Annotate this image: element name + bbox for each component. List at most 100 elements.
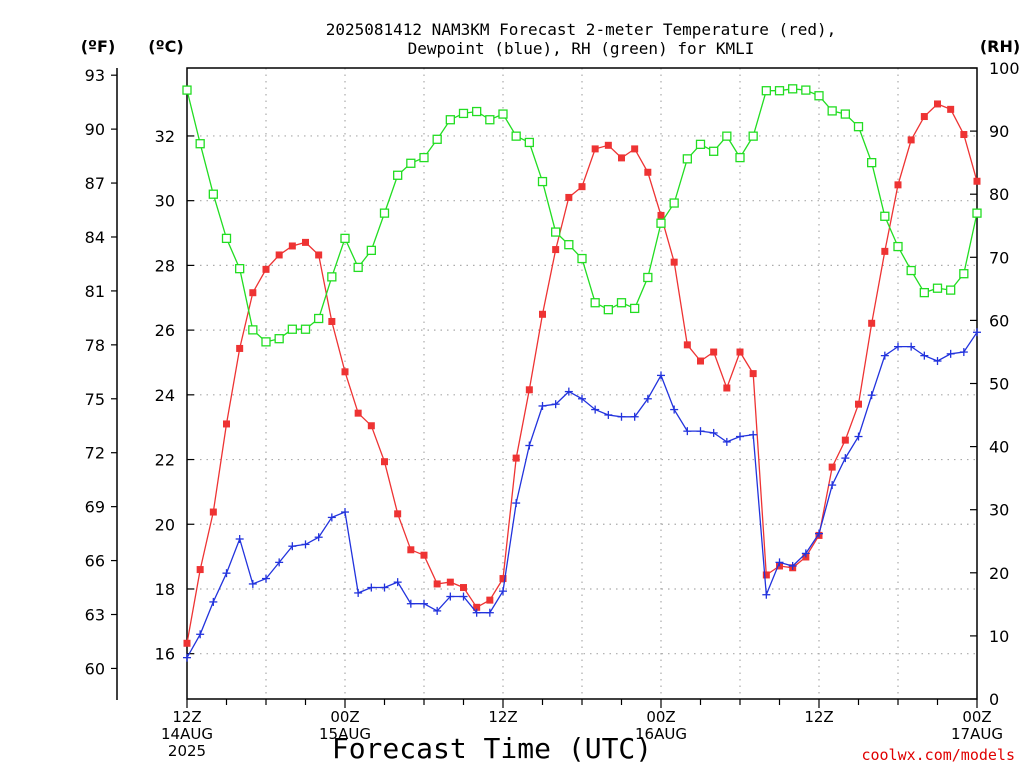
rh-point <box>840 109 850 119</box>
temperature-point <box>354 409 362 417</box>
rh-point <box>432 134 442 144</box>
dewpoint-point <box>801 549 810 558</box>
dewpoint-point <box>841 454 850 463</box>
credit-label: coolwx.com/models <box>861 746 1015 764</box>
rh-tick-label: 50 <box>989 375 1009 394</box>
dewpoint-point <box>183 653 191 662</box>
rh-tick-label: 90 <box>989 122 1009 141</box>
rh-point <box>774 86 785 96</box>
fahrenheit-tick-label: 66 <box>85 552 105 571</box>
dewpoint-point <box>736 432 744 441</box>
rh-point <box>287 324 297 334</box>
fahrenheit-tick-label: 60 <box>85 659 105 678</box>
rh-point <box>300 324 311 334</box>
dewpoint-point <box>262 574 270 583</box>
rh-point <box>261 337 271 347</box>
dewpoint-point <box>525 441 534 450</box>
temperature-point <box>183 639 191 647</box>
fahrenheit-tick-label: 90 <box>85 120 105 139</box>
dewpoint-point <box>867 391 876 400</box>
temperature-point <box>236 344 244 352</box>
rh-point <box>406 158 416 168</box>
time-tick-label: 14AUG <box>161 725 213 743</box>
dewpoint-point <box>433 606 442 615</box>
dewpoint-point <box>880 351 889 360</box>
fahrenheit-tick-label: 72 <box>85 444 105 463</box>
rh-tick-label: 70 <box>989 248 1009 267</box>
dewpoint-point <box>288 542 297 551</box>
dewpoint-point <box>933 357 942 366</box>
temperature-point <box>315 251 323 259</box>
rh-point <box>327 272 337 282</box>
temperature-point <box>947 105 955 113</box>
rh-point <box>761 86 771 96</box>
celsius-unit-label: (ºC) <box>148 37 183 56</box>
temperature-point <box>868 319 876 327</box>
rh-point <box>182 85 192 95</box>
temperature-point <box>855 400 862 408</box>
dewpoint-point <box>788 561 797 570</box>
dewpoint-point <box>815 529 823 538</box>
temperature-point <box>894 181 902 189</box>
rh-tick-label: 0 <box>989 690 999 709</box>
dewpoint-point <box>604 410 613 419</box>
temperature-point <box>907 136 915 144</box>
dewpoint-point <box>762 590 771 599</box>
rh-point <box>643 272 653 283</box>
dewpoint-point <box>314 533 323 542</box>
dewpoint-point <box>617 412 626 421</box>
chart-title: 2025081412 NAM3KM Forecast 2-meter Tempe… <box>326 20 837 39</box>
rh-point <box>748 131 758 141</box>
dewpoint-point <box>222 569 231 578</box>
rh-point <box>537 176 548 187</box>
rh-point <box>972 208 982 218</box>
rh-tick-label: 80 <box>989 185 1009 204</box>
temperature-point <box>670 258 678 266</box>
temperature-point <box>644 168 652 176</box>
temperature-point <box>736 348 744 356</box>
dewpoint-point <box>959 348 968 357</box>
celsius-tick-label: 26 <box>155 321 175 340</box>
temperature-point <box>920 113 928 121</box>
rh-unit-label: (RH) <box>980 37 1020 56</box>
time-tick-label: 00Z <box>330 708 359 726</box>
temperature-point <box>223 420 230 428</box>
temperature-point <box>288 242 296 250</box>
temperature-point <box>960 131 968 139</box>
temperature-point <box>446 578 454 586</box>
dewpoint-point <box>420 599 428 608</box>
dewpoint-point <box>327 513 336 522</box>
temperature-point <box>828 463 836 471</box>
rh-tick-label: 30 <box>989 501 1009 520</box>
rh-point <box>551 227 561 237</box>
dewpoint-point <box>196 630 205 639</box>
dewpoint-point <box>485 608 494 617</box>
rh-point <box>946 285 956 295</box>
temperature-point <box>631 145 639 153</box>
temperature-point <box>723 384 731 392</box>
dewpoint-point <box>341 508 349 517</box>
dewpoint-point <box>828 481 837 490</box>
temperature-point <box>539 310 546 318</box>
rh-tick-label: 40 <box>989 438 1009 457</box>
dewpoint-point <box>406 599 415 608</box>
dewpoint-point <box>459 592 468 601</box>
rh-point <box>274 334 284 344</box>
rh-tick-label: 20 <box>989 564 1009 583</box>
celsius-tick-label: 18 <box>155 580 175 599</box>
rh-point <box>801 85 811 95</box>
dewpoint-point <box>894 342 902 351</box>
rh-point <box>366 245 376 256</box>
temperature-point <box>249 289 257 297</box>
rh-point <box>524 137 534 148</box>
celsius-tick-label: 30 <box>155 192 175 211</box>
temperature-point <box>433 580 441 588</box>
temperature-point <box>604 141 612 149</box>
fahrenheit-unit-label: (ºF) <box>81 37 116 56</box>
dewpoint-point <box>235 535 244 544</box>
dewpoint-point <box>946 349 955 358</box>
rh-point <box>590 298 600 308</box>
rh-point <box>472 106 482 117</box>
